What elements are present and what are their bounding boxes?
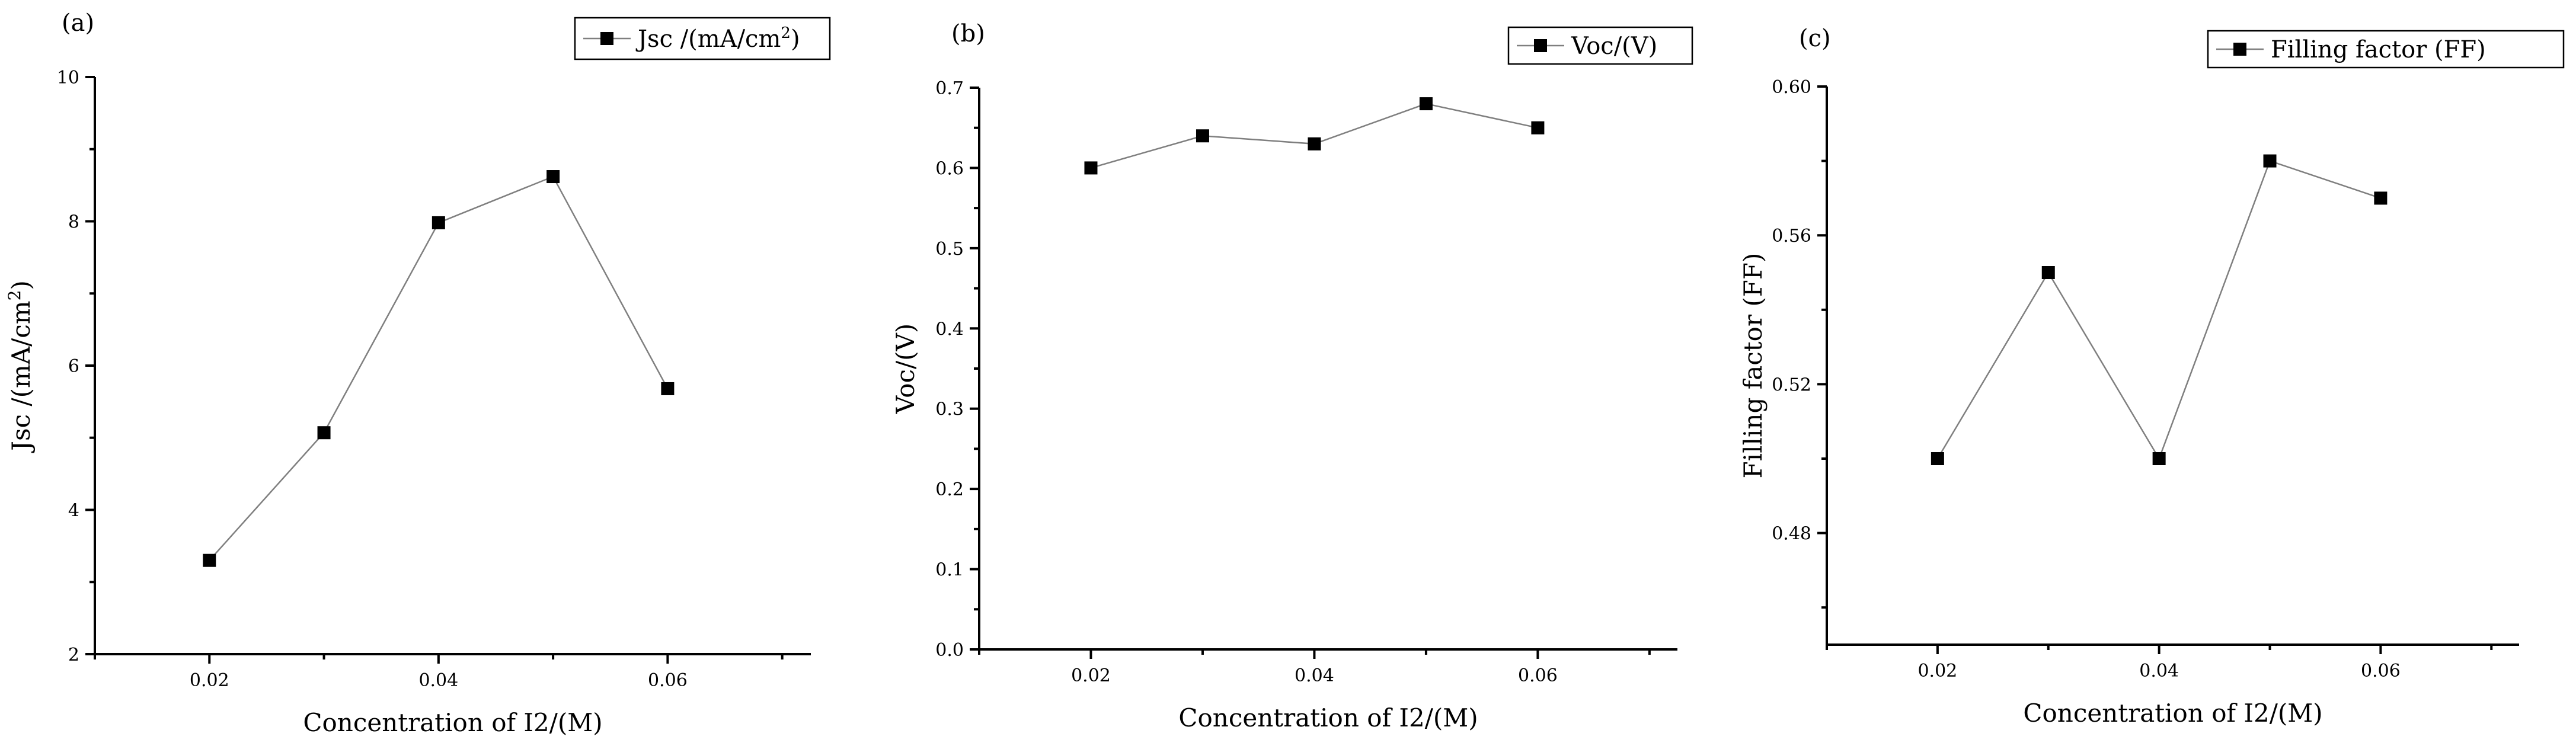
series-line <box>1091 103 1538 169</box>
series-line <box>1936 160 2381 460</box>
x-axis-title: Concentration of I2/(M) <box>2023 699 2322 728</box>
data-point <box>1084 161 1098 175</box>
legend-marker <box>1534 39 1547 52</box>
y-tick-label: 0.6 <box>935 158 964 179</box>
data-point <box>1931 452 1944 465</box>
data-point <box>2041 266 2055 279</box>
y-tick-label: 6 <box>68 356 79 377</box>
y-tick-label: 0.3 <box>935 399 964 420</box>
panel-b: (b) 0.0 0.1 0.2 0.3 0.4 0.5 0.6 0.7 0.02 0.04 0.06 C… <box>891 20 1693 732</box>
x-tick-label: 0.06 <box>1518 665 1558 686</box>
legend-label: Voc/(V) <box>1571 33 1657 60</box>
data-point <box>1531 121 1545 135</box>
x-axis-title: Concentration of I2/(M) <box>303 708 602 737</box>
y-tick-label: 0.48 <box>1772 524 1811 545</box>
y-tick-label: 0.7 <box>935 78 964 99</box>
data-point <box>661 382 675 395</box>
y-tick-label: 8 <box>68 212 79 233</box>
data-point <box>2374 191 2388 205</box>
legend: Filling factor (FF) <box>2207 30 2565 69</box>
legend: Jsc /(mA/cm2) <box>574 17 831 60</box>
y-tick-label: 4 <box>68 501 79 521</box>
data-point <box>546 170 560 184</box>
legend-marker <box>2233 43 2246 56</box>
data-point <box>1419 97 1433 111</box>
panel-label: (b) <box>951 20 985 47</box>
x-tick-label: 0.02 <box>190 670 229 691</box>
legend-box <box>2207 30 2565 69</box>
data-point <box>203 553 216 567</box>
panel-label: (a) <box>62 9 94 37</box>
y-tick-label: 0.60 <box>1772 77 1811 98</box>
x-axis-title: Concentration of I2/(M) <box>1178 703 1478 732</box>
y-axis-title: Filling factor (FF) <box>1738 253 1768 479</box>
y-tick-label: 2 <box>68 645 79 665</box>
panel-c: (c) 0.48 0.52 0.56 0.60 0.02 0.04 0.06 Concentra… <box>1738 25 2565 728</box>
legend-box <box>574 17 831 60</box>
legend: Voc/(V) <box>1507 26 1693 65</box>
panel-label: (c) <box>1799 25 1831 52</box>
y-tick-label: 0.5 <box>935 239 964 260</box>
data-point <box>2263 154 2277 168</box>
x-tick-label: 0.04 <box>1295 665 1334 686</box>
data-point <box>1196 129 1209 143</box>
series-line <box>209 175 669 561</box>
x-tick-label: 0.06 <box>648 670 688 691</box>
y-tick-label: 10 <box>57 68 79 88</box>
x-tick-label: 0.04 <box>2139 661 2179 681</box>
data-point <box>1308 137 1321 151</box>
y-tick-label: 0.52 <box>1772 374 1811 395</box>
legend-marker <box>600 32 613 45</box>
y-axis-title: Jsc /(mA/cm2) <box>5 280 36 453</box>
x-tick-label: 0.06 <box>2361 661 2401 681</box>
y-tick-label: 0.2 <box>935 479 964 500</box>
y-tick-label: 0.56 <box>1772 226 1811 246</box>
x-tick-label: 0.02 <box>1917 661 1957 681</box>
legend-label: Filling factor (FF) <box>2271 36 2486 63</box>
x-tick-label: 0.04 <box>418 670 458 691</box>
y-axis-title: Voc/(V) <box>891 324 920 415</box>
panel-a: (a) 2 4 6 8 10 0.02 0.04 0.06 Concentration of I2… <box>5 9 831 737</box>
data-point <box>317 426 331 440</box>
x-tick-label: 0.02 <box>1071 665 1111 686</box>
data-point <box>2152 452 2166 465</box>
legend-label: Jsc /(mA/cm2) <box>635 24 800 53</box>
data-point <box>432 216 445 229</box>
y-tick-label: 0.0 <box>935 640 964 661</box>
y-tick-label: 0.4 <box>935 319 964 340</box>
y-tick-label: 0.1 <box>935 560 964 581</box>
